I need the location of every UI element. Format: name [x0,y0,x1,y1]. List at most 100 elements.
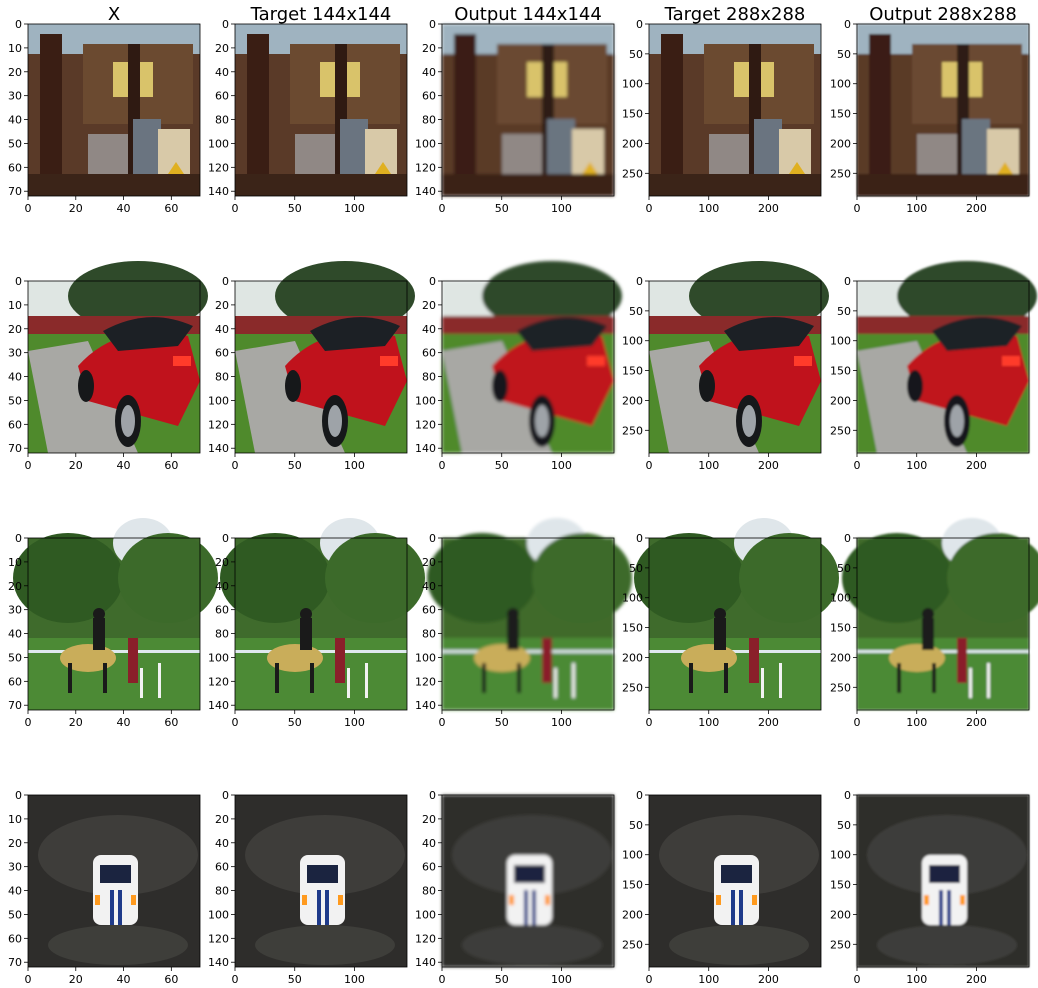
y-tick-label: 50 [837,305,851,318]
y-tick-label: 200 [830,908,851,921]
x-tick-label: 100 [698,202,719,215]
y-tick-label: 70 [8,699,22,712]
y-tick-label: 120 [415,932,436,945]
x-tick-label: 60 [164,973,178,986]
y-tick-label: 20 [215,42,229,55]
y-tick-label: 40 [8,628,22,641]
x-tick-label: 0 [25,202,32,215]
x-tick-label: 0 [646,973,653,986]
y-tick-label: 50 [837,562,851,575]
column-title: X [108,4,120,25]
y-tick-label: 200 [830,137,851,150]
y-tick-label: 0 [222,275,229,288]
x-tick-label: 100 [344,459,365,472]
y-tick-label: 100 [622,849,643,862]
y-tick-label: 120 [415,675,436,688]
y-tick-label: 30 [8,604,22,617]
y-tick-label: 50 [629,562,643,575]
y-tick-label: 100 [208,394,229,407]
y-tick-label: 0 [429,18,436,31]
y-tick-label: 50 [629,819,643,832]
y-tick-label: 40 [215,580,229,593]
y-tick-label: 250 [622,424,643,437]
y-tick-label: 200 [622,137,643,150]
y-tick-label: 60 [8,418,22,431]
x-tick-label: 0 [854,459,861,472]
y-tick-label: 60 [8,932,22,945]
y-tick-label: 0 [15,532,22,545]
y-tick-label: 100 [415,908,436,921]
image-panel-horse-riders-on-lawn: 0501001502002500 100 200 [622,518,839,729]
image-panel-rally-car-dirt-track: 0 50 100 150 200 250 0 100 200 [622,789,821,986]
y-tick-label: 0 [844,18,851,31]
y-tick-label: 70 [8,185,22,198]
image-panel-cluttered-dining-room: 0501001502002500 100 200 [622,18,821,215]
y-tick-label: 100 [415,394,436,407]
y-tick-label: 250 [830,681,851,694]
y-tick-label: 20 [215,813,229,826]
x-tick-label: 200 [966,202,987,215]
x-tick-label: 50 [288,973,302,986]
y-tick-label: 0 [15,789,22,802]
y-tick-label: 140 [415,442,436,455]
x-tick-label: 0 [439,973,446,986]
y-tick-label: 60 [215,604,229,617]
y-tick-label: 40 [8,885,22,898]
y-tick-label: 120 [415,161,436,174]
x-tick-label: 0 [439,716,446,729]
y-tick-label: 140 [415,956,436,969]
y-tick-label: 60 [422,90,436,103]
y-tick-label: 50 [8,394,22,407]
y-tick-label: 0 [222,532,229,545]
y-tick-label: 40 [8,114,22,127]
y-tick-label: 50 [8,908,22,921]
y-tick-label: 250 [622,167,643,180]
y-tick-label: 250 [830,167,851,180]
image-panel-horse-riders-on-lawn: 0204060801001201400 50 100 [415,518,632,729]
x-tick-label: 0 [646,716,653,729]
y-tick-label: 0 [15,18,22,31]
y-tick-label: 80 [422,371,436,384]
y-tick-label: 60 [422,861,436,874]
y-tick-label: 60 [422,347,436,360]
y-tick-label: 100 [622,335,643,348]
y-tick-label: 100 [830,78,851,91]
y-tick-label: 40 [422,837,436,850]
y-tick-label: 0 [844,532,851,545]
y-tick-label: 0 [222,789,229,802]
y-tick-label: 40 [8,371,22,384]
x-tick-label: 100 [344,973,365,986]
y-tick-label: 80 [422,628,436,641]
x-tick-label: 100 [906,973,927,986]
x-tick-label: 50 [495,973,509,986]
column-title: Target 144x144 [250,4,392,25]
y-tick-label: 150 [830,879,851,892]
y-tick-label: 10 [8,299,22,312]
x-tick-label: 0 [646,202,653,215]
x-tick-label: 20 [69,202,83,215]
y-tick-label: 20 [8,837,22,850]
y-tick-label: 50 [837,819,851,832]
y-tick-label: 20 [215,556,229,569]
y-tick-label: 0 [844,275,851,288]
y-tick-label: 250 [622,681,643,694]
x-tick-label: 0 [854,973,861,986]
y-tick-label: 30 [8,90,22,103]
image-panel-rally-car-dirt-track: 0 50 100 150 200 250 0 100 200 [830,789,1029,986]
y-tick-label: 30 [8,861,22,874]
x-tick-label: 40 [117,716,131,729]
x-tick-label: 0 [25,716,32,729]
y-tick-label: 200 [830,394,851,407]
x-tick-label: 0 [646,459,653,472]
y-tick-label: 250 [830,938,851,951]
column-title: Output 288x288 [869,4,1017,25]
y-tick-label: 250 [622,938,643,951]
image-panel-cluttered-dining-room: 0204060801001201400 50 100 [415,18,614,215]
x-tick-label: 20 [69,973,83,986]
y-tick-label: 80 [422,114,436,127]
y-tick-label: 50 [629,48,643,61]
x-tick-label: 40 [117,973,131,986]
